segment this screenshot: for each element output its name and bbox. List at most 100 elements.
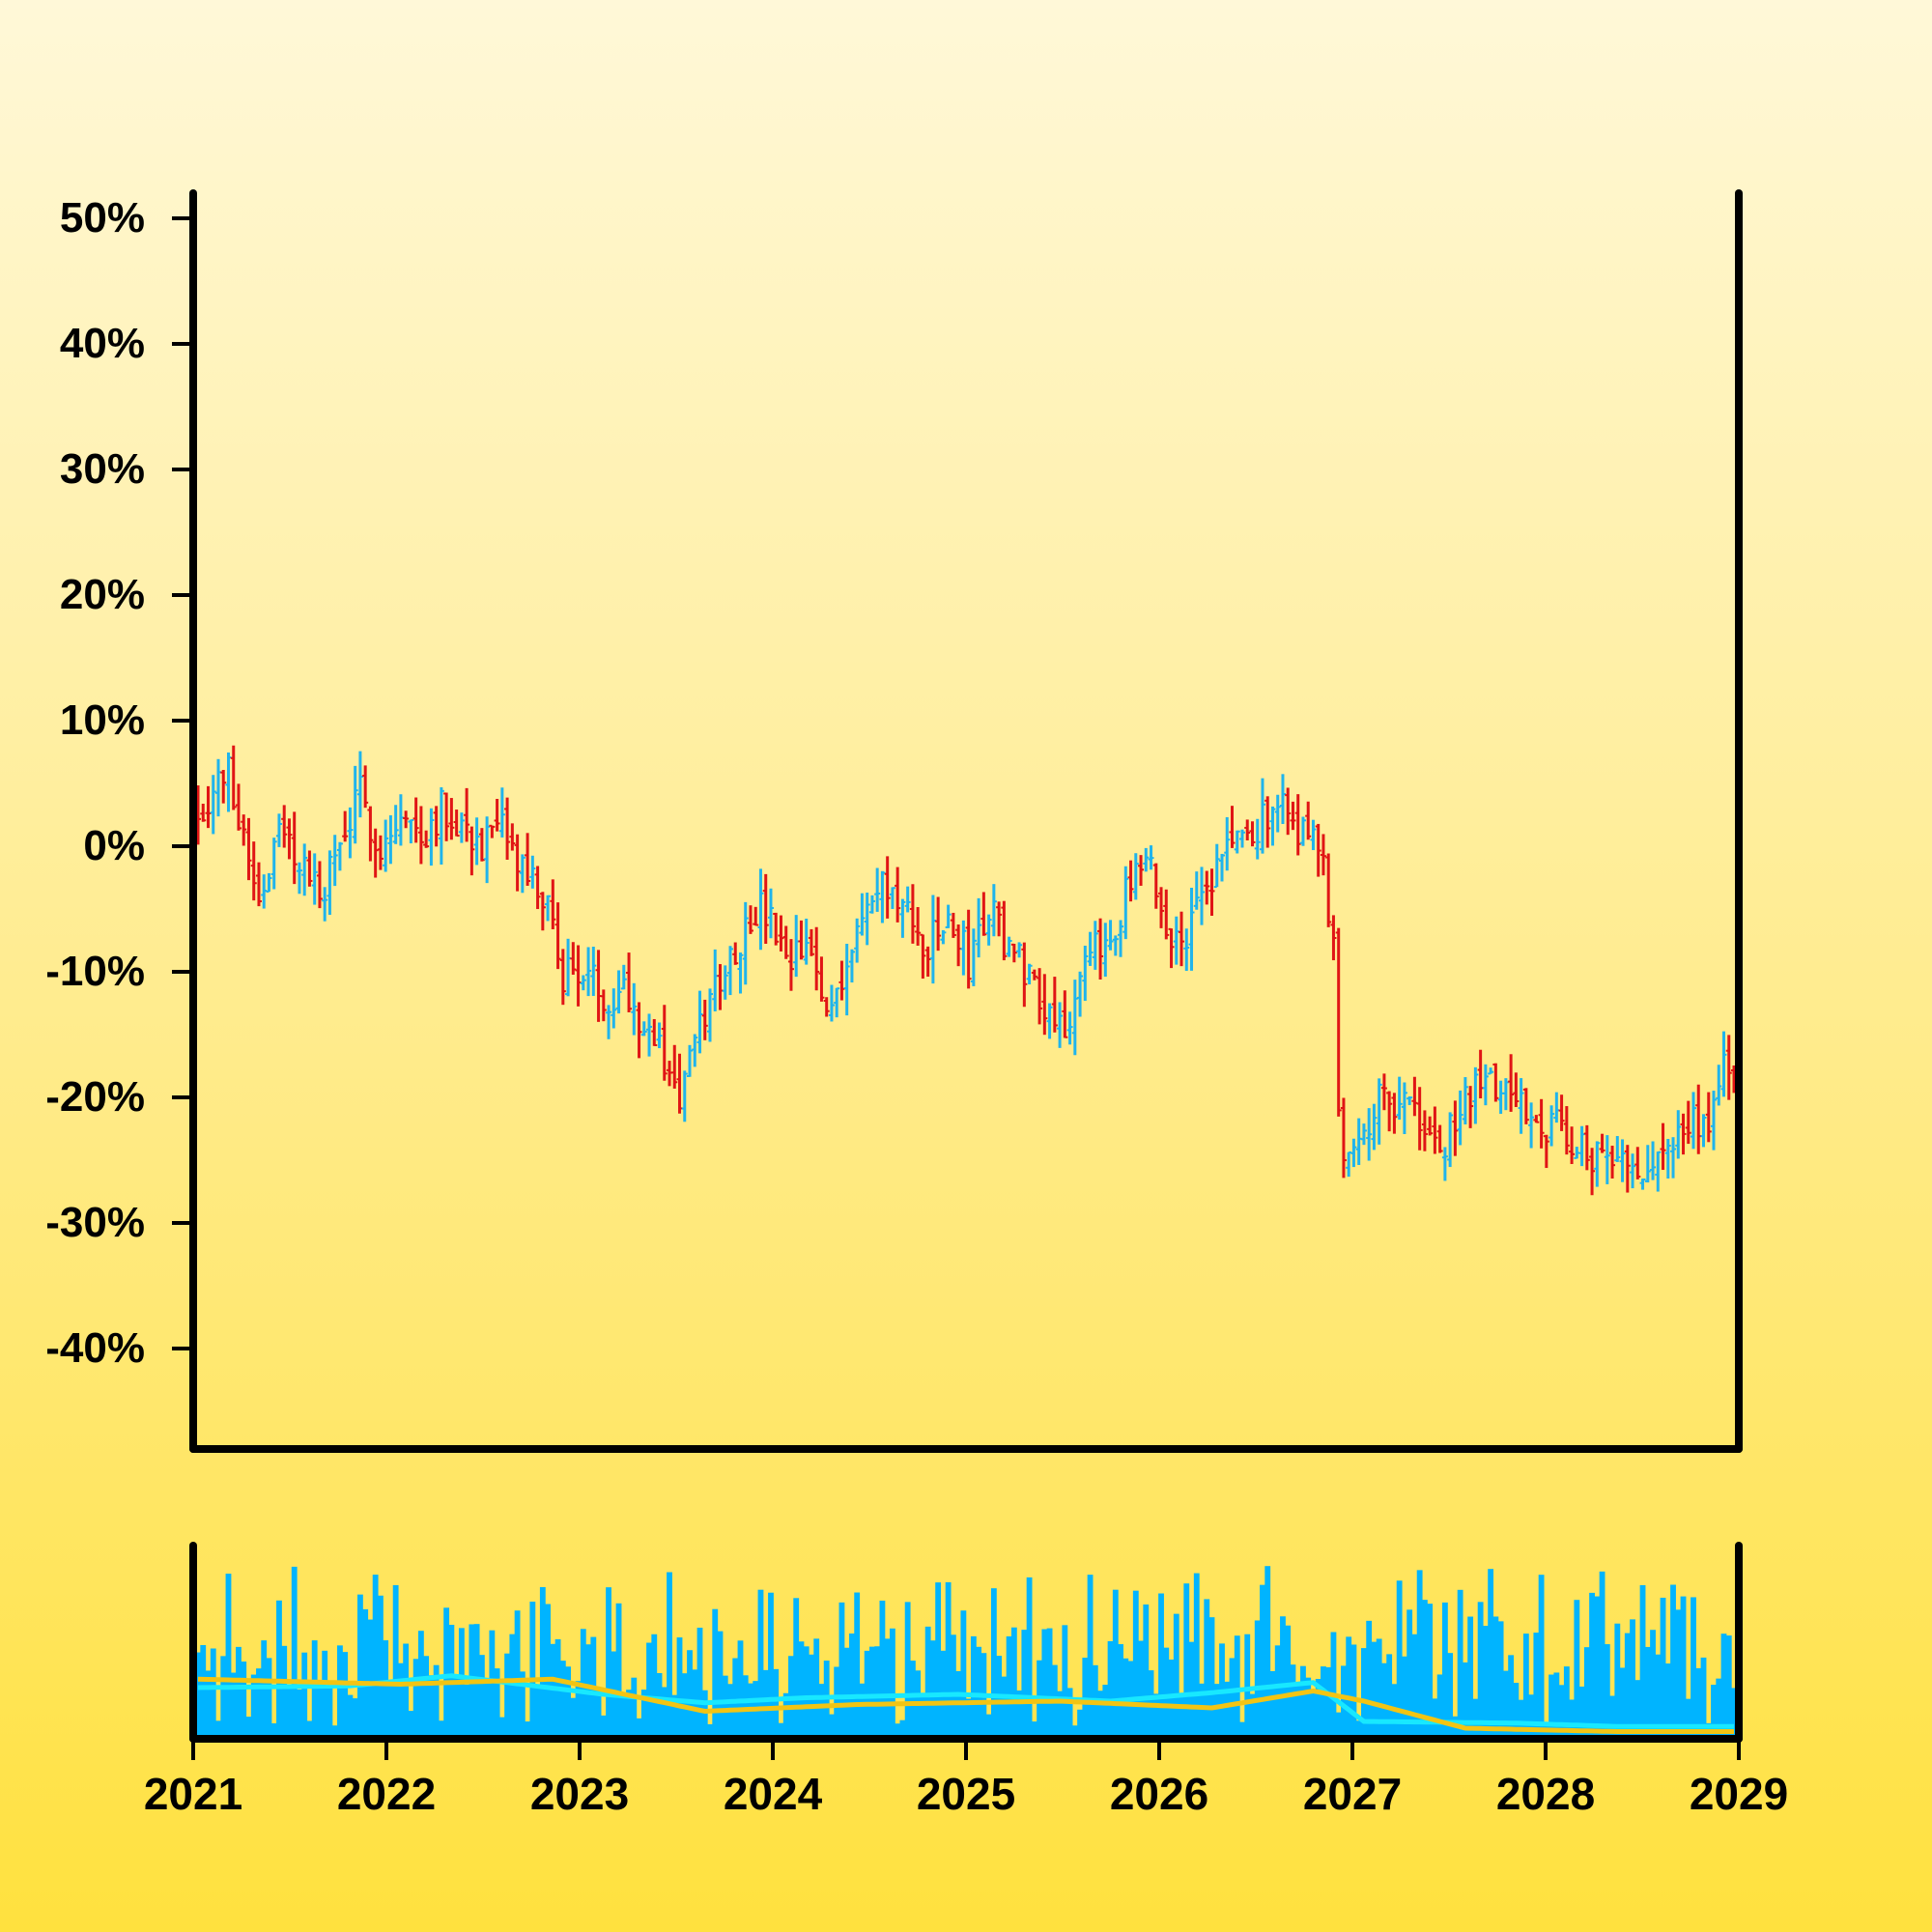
ohlc-bar — [1224, 816, 1231, 871]
ohlc-bar — [529, 855, 536, 889]
volume-bar — [1574, 1600, 1580, 1735]
volume-bar — [595, 1690, 602, 1735]
ohlc-bar — [1350, 1138, 1357, 1168]
volume-bar — [631, 1677, 638, 1735]
ohlc-bar — [1543, 1134, 1549, 1169]
ohlc-bar — [823, 997, 830, 1017]
volume-bar — [1685, 1698, 1691, 1735]
volume-bar — [960, 1610, 967, 1735]
ohlc-bar — [899, 898, 906, 938]
ohlc-bar — [1716, 1065, 1722, 1106]
volume-bar — [1229, 1658, 1236, 1735]
ohlc-bar — [214, 758, 221, 817]
ohlc-bar — [1482, 1064, 1489, 1106]
x-tick-label: 2022 — [337, 1769, 436, 1819]
ohlc-bar — [255, 862, 262, 907]
y-tick-label: 40% — [60, 320, 145, 367]
volume-bar — [205, 1670, 212, 1735]
volume-bar — [276, 1600, 282, 1735]
volume-bar — [920, 1693, 926, 1735]
ohlc-bar — [1488, 1067, 1494, 1075]
ohlc-bar — [469, 826, 475, 876]
ohlc-bar — [311, 853, 318, 905]
volume-bar — [1310, 1689, 1317, 1735]
ohlc-bar — [306, 850, 313, 887]
volume-bar — [1522, 1634, 1529, 1735]
ohlc-bar — [767, 888, 774, 939]
volume-bar — [1371, 1641, 1378, 1735]
ohlc-bar — [1112, 935, 1119, 956]
ohlc-bar — [848, 949, 855, 983]
volume-bar — [1711, 1685, 1717, 1735]
ohlc-bar — [701, 999, 708, 1040]
volume-bar — [438, 1720, 444, 1735]
ohlc-bar — [1700, 1114, 1707, 1148]
volume-bar — [1650, 1630, 1656, 1735]
ohlc-bar — [687, 1044, 694, 1078]
ohlc-bar — [787, 939, 794, 991]
volume-bar — [1244, 1634, 1251, 1735]
ohlc-bar — [1152, 863, 1159, 909]
volume-bar — [1239, 1721, 1245, 1735]
volume-bar — [676, 1637, 683, 1735]
ohlc-bar — [1001, 900, 1008, 961]
volume-bar — [1477, 1602, 1484, 1735]
ohlc-bar — [372, 828, 379, 878]
volume-bar — [1558, 1685, 1565, 1735]
volume-bar — [1589, 1592, 1595, 1735]
ohlc-bar — [640, 1021, 647, 1037]
ohlc-bar — [1355, 1118, 1362, 1165]
volume-bar — [864, 1650, 870, 1735]
volume-bar — [843, 1647, 850, 1735]
volume-bar — [1330, 1632, 1337, 1735]
volume-bar — [1457, 1589, 1463, 1735]
x-tick-label: 2027 — [1303, 1769, 1402, 1819]
volume-bar — [1290, 1664, 1296, 1735]
volume-bar — [1031, 1721, 1037, 1735]
volume-bar — [1294, 1683, 1301, 1735]
ohlc-bar — [1639, 1178, 1646, 1190]
ohlc-bar — [980, 892, 987, 936]
ohlc-bar — [1173, 916, 1179, 965]
ohlc-bar — [1183, 928, 1190, 971]
ohlc-bar — [707, 988, 713, 1042]
ohlc-bar — [656, 1022, 663, 1049]
volume-bar — [1077, 1709, 1083, 1735]
volume-bar — [762, 1669, 769, 1735]
volume-bar — [1406, 1609, 1413, 1735]
ohlc-bar — [494, 799, 500, 832]
ohlc-bar — [960, 920, 967, 976]
ohlc-bar — [838, 960, 845, 1001]
volume-bar — [696, 1627, 703, 1735]
volume-ma-slow-line — [197, 1676, 1734, 1734]
volume-bar — [529, 1602, 536, 1735]
y-tick-label: 0% — [83, 822, 145, 869]
volume-bar — [367, 1619, 374, 1735]
volume-bar — [1254, 1620, 1261, 1735]
ohlc-bar — [1578, 1125, 1585, 1167]
volume-bar — [1285, 1625, 1292, 1735]
volume-bar — [1193, 1573, 1200, 1735]
ohlc-bar — [1518, 1078, 1524, 1134]
volume-bar — [1482, 1626, 1489, 1735]
ohlc-bar — [200, 803, 207, 822]
ohlc-bar — [1472, 1066, 1479, 1124]
ohlc-bar — [676, 1053, 683, 1114]
ohlc-bar — [1274, 794, 1281, 833]
volume-bar — [428, 1675, 435, 1735]
volume-bar — [580, 1629, 586, 1735]
volume-bar — [1441, 1602, 1448, 1735]
volume-bar — [737, 1640, 744, 1735]
volume-bar — [392, 1584, 399, 1735]
ohlc-bar — [1294, 794, 1301, 856]
ohlc-bar — [1467, 1086, 1474, 1128]
ohlc-bar — [1630, 1153, 1636, 1189]
axes — [189, 189, 1743, 1743]
ohlc-bar — [580, 975, 586, 991]
volume-bar — [215, 1720, 221, 1735]
volume-bar — [1396, 1580, 1403, 1735]
ohlc-bar — [1513, 1072, 1520, 1107]
ohlc-bar — [671, 1044, 678, 1089]
volume-bar — [1411, 1634, 1418, 1735]
